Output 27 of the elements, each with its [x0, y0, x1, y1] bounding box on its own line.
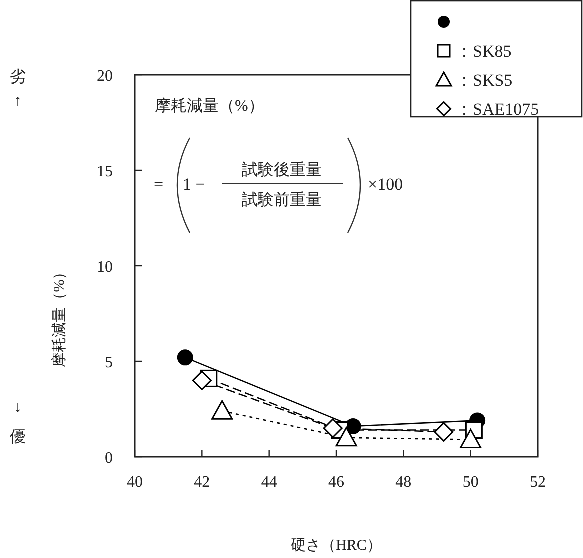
legend-label: ：SK85	[456, 42, 512, 61]
x-tick-label: 46	[328, 474, 344, 491]
x-tick-label: 40	[127, 474, 143, 491]
annotation: 摩耗減量（%）	[155, 97, 264, 115]
legend-label: ：SAE1075	[456, 100, 540, 119]
x-tick-label: 42	[194, 474, 210, 491]
x-tick-label: 52	[530, 474, 546, 491]
text: 優	[10, 429, 26, 446]
x-axis-title: 硬さ（HRC）	[291, 538, 382, 554]
annotation: 1 −	[183, 175, 206, 194]
annotation: =	[154, 175, 164, 194]
x-tick-label: 48	[396, 474, 412, 491]
y-tick-label: 20	[97, 68, 113, 85]
x-tick-label: 50	[462, 474, 479, 491]
annotation: 試験前重量	[242, 191, 322, 209]
y-tick-label: 0	[105, 450, 113, 467]
x-tick-label: 44	[261, 474, 278, 491]
y-tick-label: 15	[97, 164, 113, 180]
legend-label: ：SKS5	[456, 71, 513, 90]
text: ↑	[14, 93, 22, 110]
text: 劣	[10, 68, 26, 86]
annotation: 試験後重量	[242, 161, 322, 179]
text: ↓	[14, 399, 22, 416]
annotation: ×100	[368, 175, 404, 194]
y-axis-title: 摩耗減量（%）	[51, 264, 68, 368]
y-tick-label: 10	[97, 259, 113, 276]
y-tick-label: 5	[105, 354, 113, 372]
